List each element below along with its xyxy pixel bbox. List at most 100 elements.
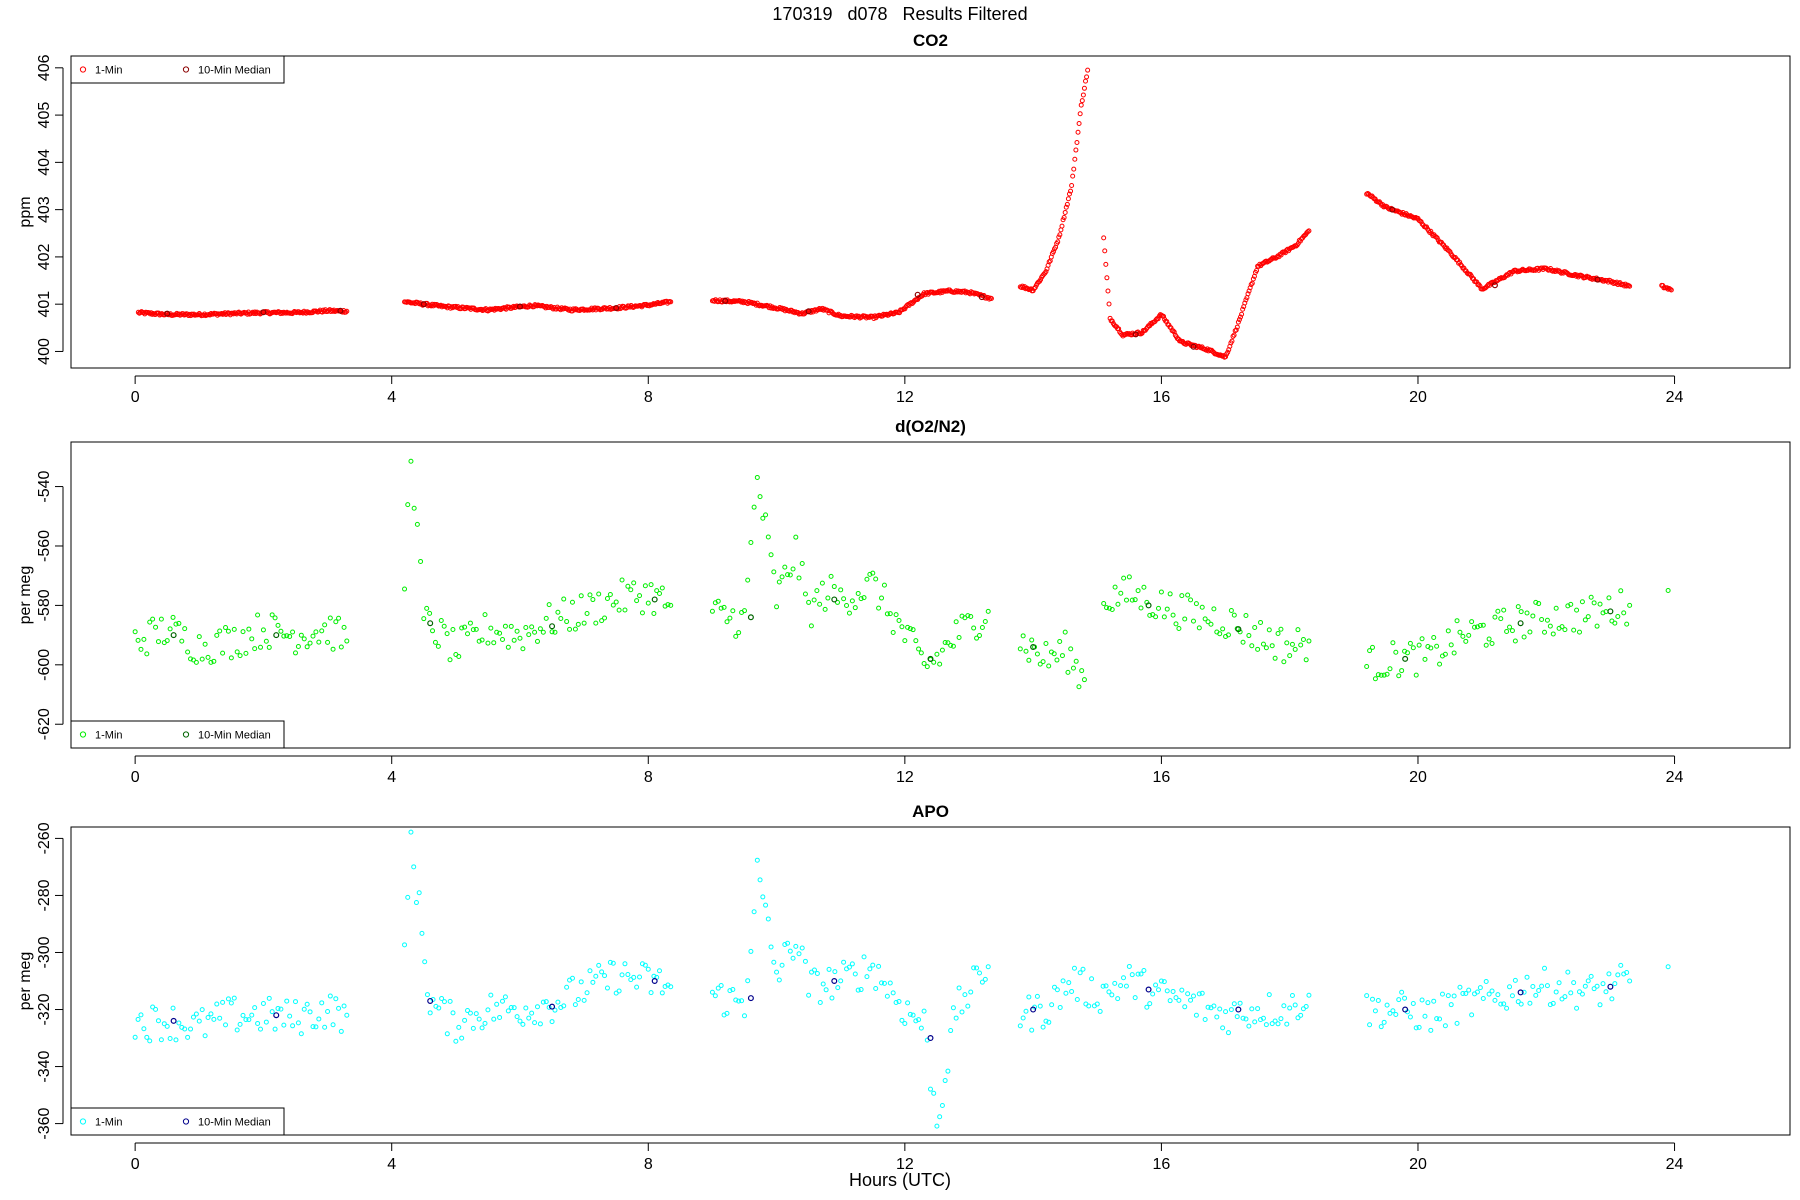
y-tick-label: -340 bbox=[36, 1050, 53, 1082]
data-point-1min bbox=[1457, 984, 1463, 990]
data-point-1min bbox=[1410, 645, 1416, 651]
data-point-1min bbox=[1298, 642, 1304, 648]
data-point-1min bbox=[1378, 672, 1384, 678]
data-point-1min bbox=[1550, 631, 1556, 637]
data-point-1min bbox=[841, 596, 847, 602]
data-point-1min bbox=[307, 1009, 313, 1015]
data-point-1min bbox=[1284, 640, 1290, 646]
data-point-1min bbox=[771, 569, 777, 575]
data-point-1min bbox=[1527, 629, 1533, 635]
data-point-1min bbox=[1428, 1027, 1434, 1033]
data-point-1min bbox=[913, 638, 919, 644]
legend-box bbox=[70, 55, 285, 84]
data-point-1min bbox=[558, 615, 564, 621]
data-point-1min bbox=[918, 650, 924, 656]
data-point-1min bbox=[811, 967, 817, 973]
data-point-1min bbox=[327, 993, 333, 999]
data-point-1min bbox=[910, 1012, 916, 1018]
data-point-1min bbox=[1460, 990, 1466, 996]
data-point-median bbox=[1389, 206, 1396, 213]
data-point-1min bbox=[338, 644, 344, 650]
data-point-1min bbox=[1129, 597, 1135, 603]
data-point-1min bbox=[413, 900, 419, 906]
data-point-1min bbox=[144, 1034, 150, 1040]
data-point-1min bbox=[1448, 1002, 1454, 1008]
data-point-1min bbox=[873, 576, 879, 582]
data-point-1min bbox=[948, 642, 954, 648]
data-point-1min bbox=[1225, 1030, 1231, 1036]
data-point-1min bbox=[765, 916, 771, 922]
data-point-1min bbox=[199, 656, 205, 662]
data-point-1min bbox=[876, 605, 882, 611]
data-point-1min bbox=[164, 1023, 170, 1029]
data-point-median bbox=[805, 308, 812, 315]
data-point-1min bbox=[462, 1017, 468, 1023]
data-point-1min bbox=[1038, 277, 1044, 283]
data-point-1min bbox=[838, 587, 844, 593]
data-point-1min bbox=[1115, 601, 1121, 607]
data-point-1min bbox=[1104, 605, 1110, 611]
data-point-1min bbox=[223, 625, 229, 631]
data-point-1min bbox=[1046, 1019, 1052, 1025]
data-point-1min bbox=[1249, 643, 1255, 649]
data-point-1min bbox=[1603, 989, 1609, 995]
data-point-1min bbox=[864, 576, 870, 582]
data-point-1min bbox=[1106, 301, 1112, 307]
data-point-1min bbox=[1588, 594, 1594, 600]
data-point-1min bbox=[514, 628, 520, 634]
data-point-1min bbox=[1451, 993, 1457, 999]
data-point-1min bbox=[604, 985, 610, 991]
data-point-1min bbox=[613, 599, 619, 605]
data-point-1min bbox=[905, 1000, 911, 1006]
data-point-1min bbox=[988, 296, 994, 302]
data-point-1min bbox=[179, 638, 185, 644]
data-point-1min bbox=[1029, 1027, 1035, 1033]
data-point-1min bbox=[1547, 623, 1553, 629]
data-point-1min bbox=[1298, 1012, 1304, 1018]
data-point-1min bbox=[499, 637, 505, 643]
data-point-1min bbox=[543, 615, 549, 621]
y-tick-label: 405 bbox=[36, 102, 53, 129]
figure-title: 170319 d078 Results Filtered bbox=[772, 4, 1028, 24]
data-point-1min bbox=[826, 966, 832, 972]
data-point-1min bbox=[806, 992, 812, 998]
data-point-1min bbox=[185, 649, 191, 655]
data-point-1min bbox=[607, 591, 613, 597]
data-point-1min bbox=[453, 1038, 459, 1044]
data-point-1min bbox=[956, 985, 962, 991]
data-point-1min bbox=[1052, 984, 1058, 990]
data-point-1min bbox=[497, 630, 503, 636]
data-point-1min bbox=[1303, 1004, 1309, 1010]
data-point-1min bbox=[1101, 235, 1107, 241]
data-point-1min bbox=[846, 610, 852, 616]
data-point-1min bbox=[135, 637, 141, 643]
legend-box bbox=[70, 1107, 285, 1136]
data-point-1min bbox=[934, 1123, 940, 1129]
y-tick-label: 401 bbox=[36, 291, 53, 318]
data-point-1min bbox=[986, 296, 992, 302]
data-point-1min bbox=[1472, 624, 1478, 630]
data-point-1min bbox=[771, 959, 777, 965]
data-point-1min bbox=[1306, 228, 1312, 234]
x-tick-label: 24 bbox=[1666, 389, 1684, 406]
data-point-1min bbox=[1378, 1024, 1384, 1030]
data-point-1min bbox=[441, 623, 447, 629]
data-point-1min bbox=[479, 1025, 485, 1031]
data-point-1min bbox=[566, 307, 572, 313]
data-point-1min bbox=[572, 1002, 578, 1008]
data-point-1min bbox=[631, 580, 637, 586]
data-point-1min bbox=[745, 577, 751, 583]
data-point-1min bbox=[252, 1005, 258, 1011]
data-point-1min bbox=[1518, 1001, 1524, 1007]
data-point-1min bbox=[418, 558, 424, 564]
data-point-1min bbox=[1059, 223, 1065, 229]
data-point-1min bbox=[890, 990, 896, 996]
legend-label-median: 10-Min Median bbox=[198, 65, 271, 77]
data-point-1min bbox=[1583, 274, 1589, 280]
data-point-1min bbox=[858, 987, 864, 993]
data-point-1min bbox=[718, 605, 724, 611]
data-point-1min bbox=[1568, 601, 1574, 607]
data-point-1min bbox=[1615, 972, 1621, 978]
data-point-1min bbox=[808, 623, 814, 629]
data-point-1min bbox=[1164, 988, 1170, 994]
